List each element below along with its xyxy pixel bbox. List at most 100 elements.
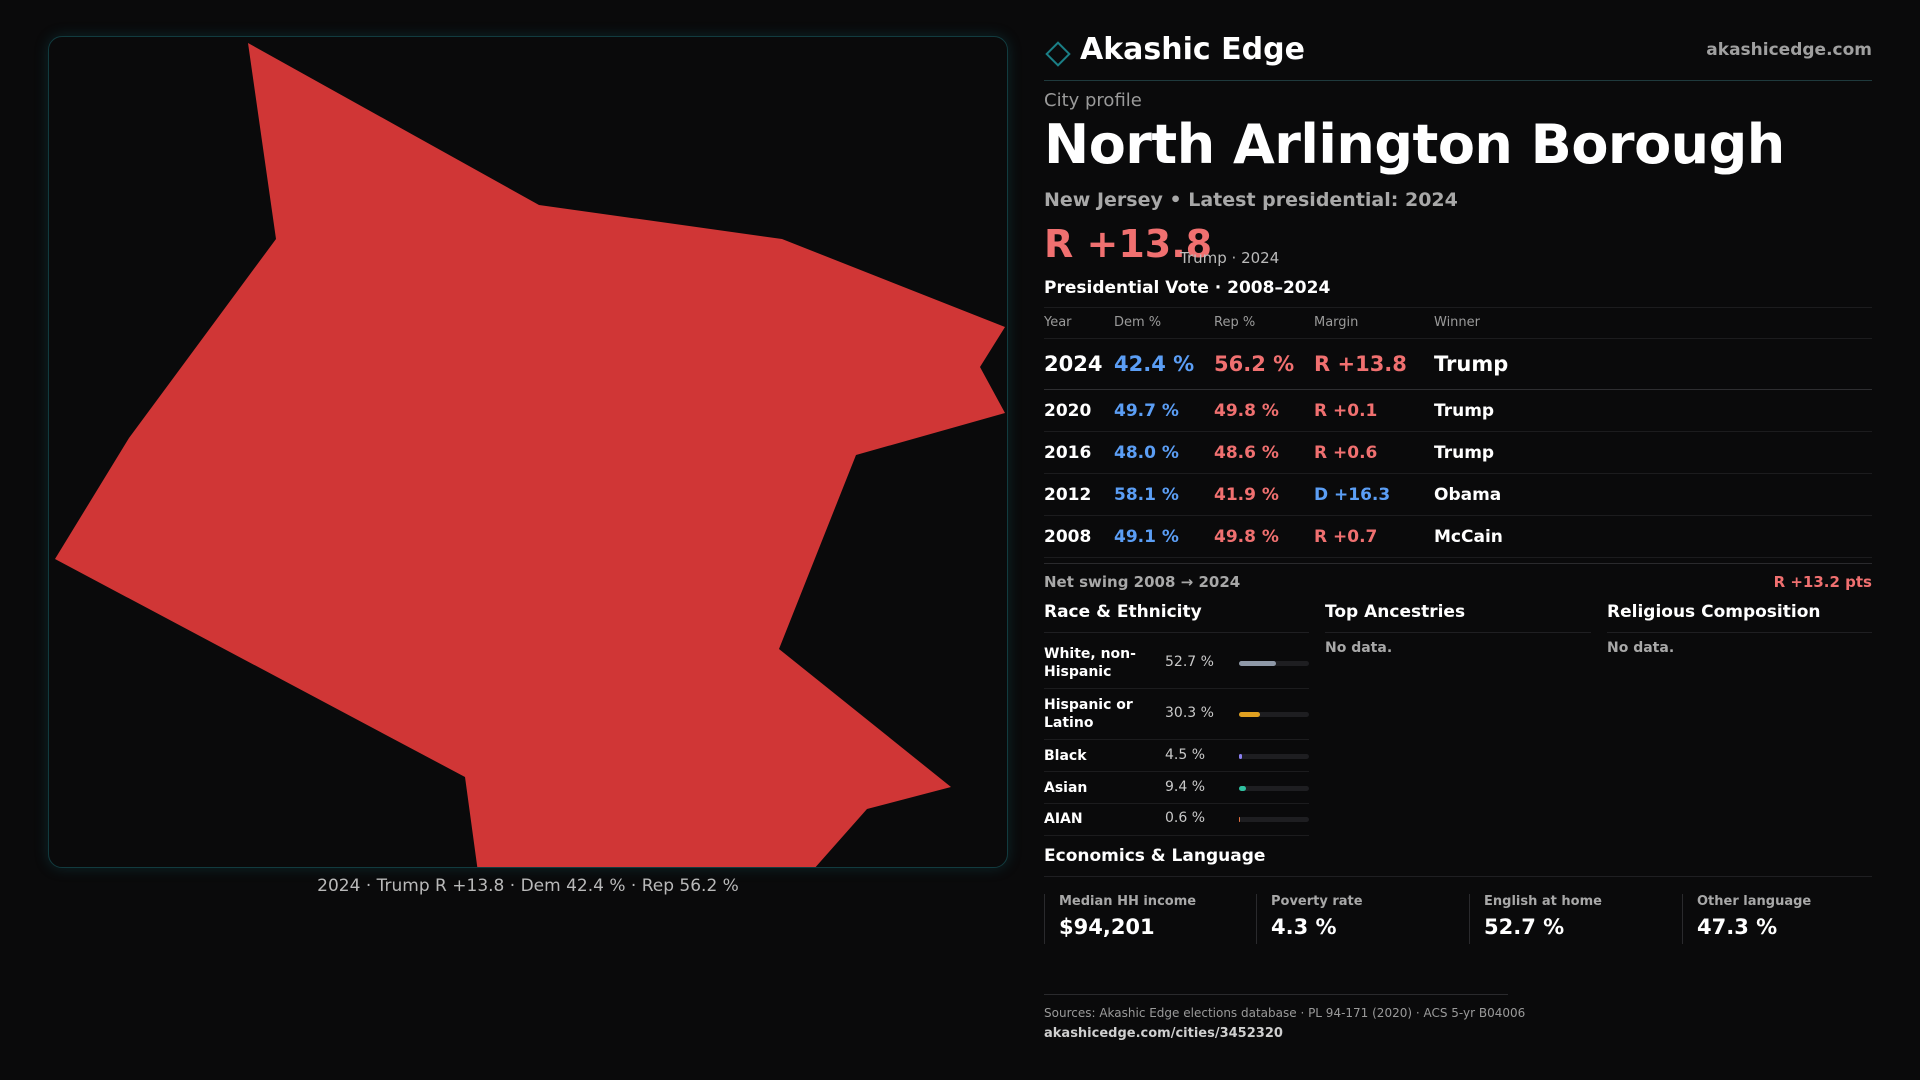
race-pct: 4.5 % (1165, 747, 1206, 763)
dem-cell: 42.4 % (1114, 352, 1195, 376)
margin-cell: R +0.1 (1314, 401, 1378, 421)
stat-other-language: Other language 47.3 % (1682, 894, 1873, 944)
religion-section-header: Religious Composition (1607, 602, 1872, 633)
race-label: AIAN (1044, 811, 1083, 827)
winner-cell: Trump (1434, 401, 1495, 421)
race-bar-fill (1239, 786, 1246, 791)
race-bar (1239, 661, 1309, 666)
table-row: 2012 58.1 % 41.9 % D +16.3 Obama (1044, 474, 1872, 516)
profile-panel: Akashic Edge akashicedge.com City profil… (1044, 0, 1872, 1080)
headline-margin: R +13.8 (1044, 222, 1213, 266)
year-cell: 2024 (1044, 352, 1103, 376)
race-row: Hispanic or Latino 30.3 % (1044, 689, 1309, 740)
year-cell: 2016 (1044, 443, 1092, 463)
brand-header: Akashic Edge akashicedge.com (1044, 30, 1872, 81)
brand-name[interactable]: Akashic Edge (1080, 32, 1305, 67)
race-pct: 30.3 % (1165, 705, 1214, 721)
stat-value: 52.7 % (1484, 915, 1565, 939)
page-eyebrow: City profile (1044, 90, 1142, 111)
dem-cell: 48.0 % (1114, 443, 1179, 463)
religion-section-title: Religious Composition (1607, 602, 1821, 622)
net-swing-label: Net swing 2008 → 2024 (1044, 573, 1241, 591)
race-row: Black 4.5 % (1044, 740, 1309, 772)
race-label: Hispanic or Latino (1044, 697, 1133, 731)
race-bar (1239, 712, 1309, 717)
table-row: 2020 49.7 % 49.8 % R +0.1 Trump (1044, 390, 1872, 432)
race-bar-fill (1239, 712, 1261, 717)
race-section-title: Race & Ethnicity (1044, 602, 1202, 622)
race-bar (1239, 817, 1309, 822)
net-swing-value: R +13.2 pts (1773, 573, 1872, 591)
stat-english-at-home: English at home 52.7 % (1469, 894, 1684, 944)
stat-label: Other language (1697, 894, 1812, 909)
stat-label: Poverty rate (1271, 894, 1363, 909)
margin-cell: R +0.7 (1314, 527, 1378, 547)
race-pct: 9.4 % (1165, 779, 1206, 795)
year-cell: 2020 (1044, 401, 1092, 421)
map-panel[interactable] (48, 36, 1008, 868)
vote-table-header: Year Dem % Rep % Margin Winner (1044, 307, 1872, 339)
year-cell: 2012 (1044, 485, 1092, 505)
rep-cell: 41.9 % (1214, 485, 1279, 505)
brand-url-link[interactable]: akashicedge.com (1706, 40, 1872, 60)
race-bar-fill (1239, 817, 1241, 822)
year-cell: 2008 (1044, 527, 1092, 547)
race-row: Asian 9.4 % (1044, 772, 1309, 804)
stat-poverty-rate: Poverty rate 4.3 % (1256, 894, 1471, 944)
race-row: White, non-Hispanic 52.7 % (1044, 638, 1309, 689)
col-margin: Margin (1314, 315, 1359, 330)
stat-label: English at home (1484, 894, 1602, 909)
margin-cell: R +0.6 (1314, 443, 1378, 463)
rep-cell: 49.8 % (1214, 401, 1279, 421)
col-dem: Dem % (1114, 315, 1162, 330)
race-section-header: Race & Ethnicity (1044, 602, 1309, 633)
economics-section-title: Economics & Language (1044, 846, 1266, 866)
stat-label: Median HH income (1059, 894, 1197, 909)
table-row: 2008 49.1 % 49.8 % R +0.7 McCain (1044, 516, 1872, 558)
diamond-logo-icon (1045, 41, 1071, 67)
vote-section-title: Presidential Vote · 2008–2024 (1044, 278, 1331, 298)
rep-cell: 56.2 % (1214, 352, 1295, 376)
vote-table: Year Dem % Rep % Margin Winner 2024 42.4… (1044, 307, 1872, 558)
margin-cell: R +13.8 (1314, 352, 1407, 376)
city-boundary-shape[interactable] (55, 43, 1005, 867)
stat-value: $94,201 (1059, 915, 1155, 939)
dem-cell: 58.1 % (1114, 485, 1179, 505)
net-swing-row: Net swing 2008 → 2024 R +13.2 pts (1044, 563, 1872, 598)
stat-median-income: Median HH income $94,201 (1044, 894, 1259, 944)
sources-note: Sources: Akashic Edge elections database… (1044, 1006, 1526, 1020)
ancestries-empty: No data. (1325, 640, 1393, 656)
race-row: AIAN 0.6 % (1044, 804, 1309, 836)
dem-cell: 49.1 % (1114, 527, 1179, 547)
page-subtitle: New Jersey • Latest presidential: 2024 (1044, 189, 1458, 211)
footer-divider (1044, 994, 1508, 995)
col-rep: Rep % (1214, 315, 1256, 330)
margin-cell: D +16.3 (1314, 485, 1391, 505)
race-pct: 52.7 % (1165, 654, 1214, 670)
winner-cell: Trump (1434, 352, 1509, 376)
race-label: White, non-Hispanic (1044, 646, 1136, 680)
divider (1044, 876, 1872, 877)
winner-cell: Trump (1434, 443, 1495, 463)
col-winner: Winner (1434, 315, 1481, 330)
map-caption: 2024 · Trump R +13.8 · Dem 42.4 % · Rep … (317, 876, 739, 896)
race-bar (1239, 754, 1309, 759)
footer-url-link[interactable]: akashicedge.com/cities/3452320 (1044, 1026, 1283, 1041)
headline-note: Trump · 2024 (1180, 249, 1280, 267)
religion-empty: No data. (1607, 640, 1675, 656)
dem-cell: 49.7 % (1114, 401, 1179, 421)
stat-value: 4.3 % (1271, 915, 1337, 939)
stat-value: 47.3 % (1697, 915, 1778, 939)
col-year: Year (1044, 315, 1072, 330)
race-pct: 0.6 % (1165, 810, 1206, 826)
race-label: Black (1044, 748, 1087, 764)
race-label: Asian (1044, 780, 1088, 796)
race-bar (1239, 786, 1309, 791)
race-bar-fill (1239, 661, 1276, 666)
ancestries-section-title: Top Ancestries (1325, 602, 1466, 622)
page-title: North Arlington Borough (1044, 113, 1785, 176)
winner-cell: McCain (1434, 527, 1503, 547)
city-boundary-map[interactable] (49, 37, 1007, 867)
ancestries-section-header: Top Ancestries (1325, 602, 1591, 633)
table-row: 2016 48.0 % 48.6 % R +0.6 Trump (1044, 432, 1872, 474)
